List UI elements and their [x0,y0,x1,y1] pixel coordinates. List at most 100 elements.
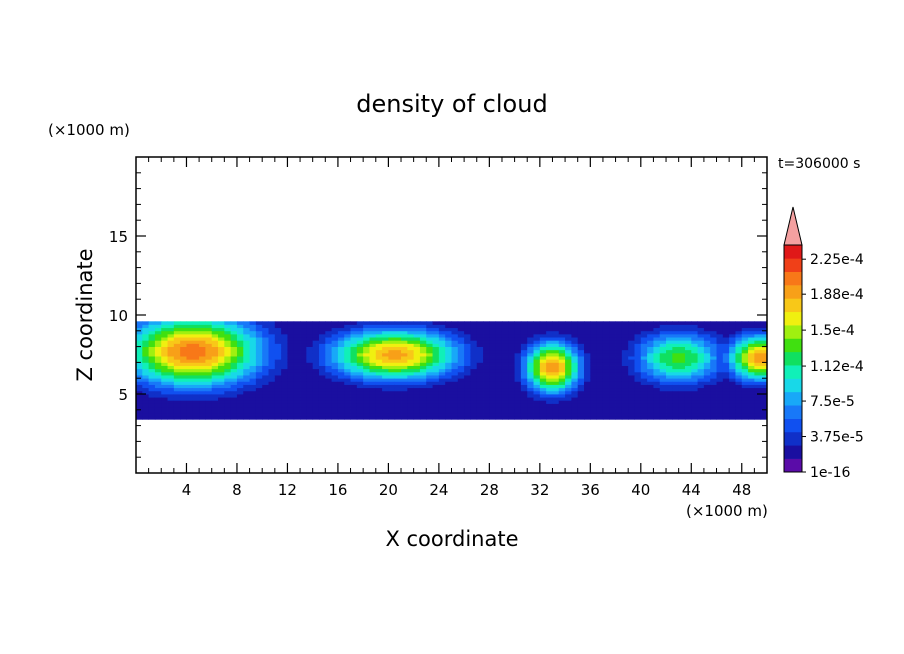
cloud-cell [432,337,440,341]
cloud-cell [167,362,175,366]
cloud-cell [703,349,711,354]
cloud-cell [281,387,288,392]
cloud-cell [609,416,616,420]
cloud-cell [218,378,225,382]
cloud-cell [640,394,648,398]
cloud-cell [476,324,484,329]
cloud-cell [483,384,490,389]
cloud-cell [249,349,257,354]
cloud-cell [621,349,629,354]
cloud-cell [426,359,433,363]
x-tick-label: 28 [480,481,499,499]
cloud-cell [224,384,232,389]
cloud-cell [584,368,591,373]
cloud-cell [388,416,396,420]
cloud-cell [514,378,522,382]
cloud-cell [489,365,497,370]
cloud-cell [710,352,717,357]
cloud-cell [255,330,263,335]
cloud-cell [533,343,541,347]
cloud-cell [255,333,263,338]
cloud-cell [602,409,610,414]
cloud-cell [628,362,635,366]
cloud-cell [312,337,320,341]
cloud-cell [230,387,238,392]
cloud-cell [628,321,635,325]
cloud-cell [394,359,402,363]
cloud-cell [407,333,415,338]
cloud-cell [224,346,232,351]
cloud-cell [476,330,484,335]
cloud-cell [401,349,408,354]
cloud-cell [363,412,370,417]
cloud-cell [748,384,755,389]
cloud-cell [520,368,528,373]
cloud-cell [173,346,181,351]
cloud-cell [577,365,585,370]
cloud-cell [470,403,478,408]
cloud-cell [483,349,490,354]
cloud-cell [236,333,244,338]
cloud-cell [659,384,667,389]
cloud-cell [565,340,572,344]
cloud-cell [236,394,244,398]
cloud-cell [407,365,415,370]
cloud-cell [520,343,528,347]
cloud-cell [760,378,768,382]
cloud-cell [672,321,680,325]
cloud-cell [565,362,572,366]
cloud-cell [527,412,534,417]
cloud-cell [489,406,497,411]
cloud-cell [735,381,743,385]
cloud-cell [356,381,364,385]
cloud-cell [760,381,768,385]
cloud-cell [136,375,143,379]
cloud-cell [703,343,711,347]
cloud-cell [539,381,547,385]
cloud-cell [697,321,705,325]
cloud-cell [672,412,680,417]
cloud-cell [508,416,515,420]
cloud-cell [337,359,345,363]
cloud-cell [659,375,667,379]
cloud-cell [419,381,427,385]
cloud-cell [243,346,250,351]
cloud-cell [337,371,345,376]
cloud-cell [331,412,339,417]
cloud-cell [501,390,509,395]
cloud-cell [136,362,143,366]
cloud-cell [470,368,478,373]
cloud-cell [647,400,654,404]
cloud-cell [457,321,465,325]
cloud-cell [483,371,490,376]
cloud-cell [407,324,415,329]
cloud-cell [457,406,465,411]
cloud-cell [300,403,307,408]
cloud-cell [710,349,717,354]
cloud-cell [584,365,591,370]
cloud-cell [136,403,143,408]
cloud-cell [419,397,427,401]
cloud-cell [451,371,459,376]
cloud-cell [419,371,427,376]
cloud-cell [684,352,692,357]
cloud-cell [199,349,206,354]
cloud-cell [615,333,623,338]
cloud-cell [489,346,497,351]
cloud-cell [666,346,673,351]
cloud-cell [173,416,181,420]
cloud-cell [596,403,604,408]
cloud-cell [539,327,547,332]
cloud-cell [672,406,680,411]
cloud-cell [760,321,768,325]
cloud-cell [337,346,345,351]
cloud-cell [451,343,459,347]
cloud-cell [426,327,433,332]
cloud-cell [306,371,314,376]
cloud-cell [205,330,213,335]
cloud-cell [495,327,503,332]
cloud-cell [666,416,673,420]
cloud-cell [281,403,288,408]
cloud-cell [666,356,673,360]
cloud-cell [520,352,528,357]
